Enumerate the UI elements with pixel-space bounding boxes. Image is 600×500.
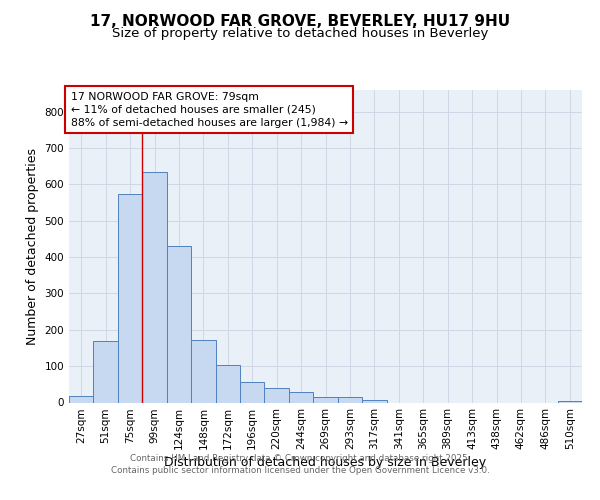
Text: Contains public sector information licensed under the Open Government Licence v3: Contains public sector information licen… [110, 466, 490, 475]
Y-axis label: Number of detached properties: Number of detached properties [26, 148, 39, 345]
Text: 17 NORWOOD FAR GROVE: 79sqm
← 11% of detached houses are smaller (245)
88% of se: 17 NORWOOD FAR GROVE: 79sqm ← 11% of det… [71, 92, 347, 128]
Bar [142, 172, 167, 402]
Bar [362, 400, 386, 402]
Text: Contains HM Land Registry data © Crown copyright and database right 2025.: Contains HM Land Registry data © Crown c… [130, 454, 470, 463]
Bar [215, 365, 240, 403]
Bar [118, 194, 142, 402]
Bar [167, 246, 191, 402]
X-axis label: Distribution of detached houses by size in Beverley: Distribution of detached houses by size … [164, 456, 487, 469]
Text: 17, NORWOOD FAR GROVE, BEVERLEY, HU17 9HU: 17, NORWOOD FAR GROVE, BEVERLEY, HU17 9H… [90, 14, 510, 29]
Bar [69, 396, 94, 402]
Bar [289, 392, 313, 402]
Bar [240, 382, 265, 402]
Bar [94, 342, 118, 402]
Bar [313, 398, 338, 402]
Bar [557, 400, 582, 402]
Text: Size of property relative to detached houses in Beverley: Size of property relative to detached ho… [112, 28, 488, 40]
Bar [338, 398, 362, 402]
Bar [265, 388, 289, 402]
Bar [191, 340, 215, 402]
